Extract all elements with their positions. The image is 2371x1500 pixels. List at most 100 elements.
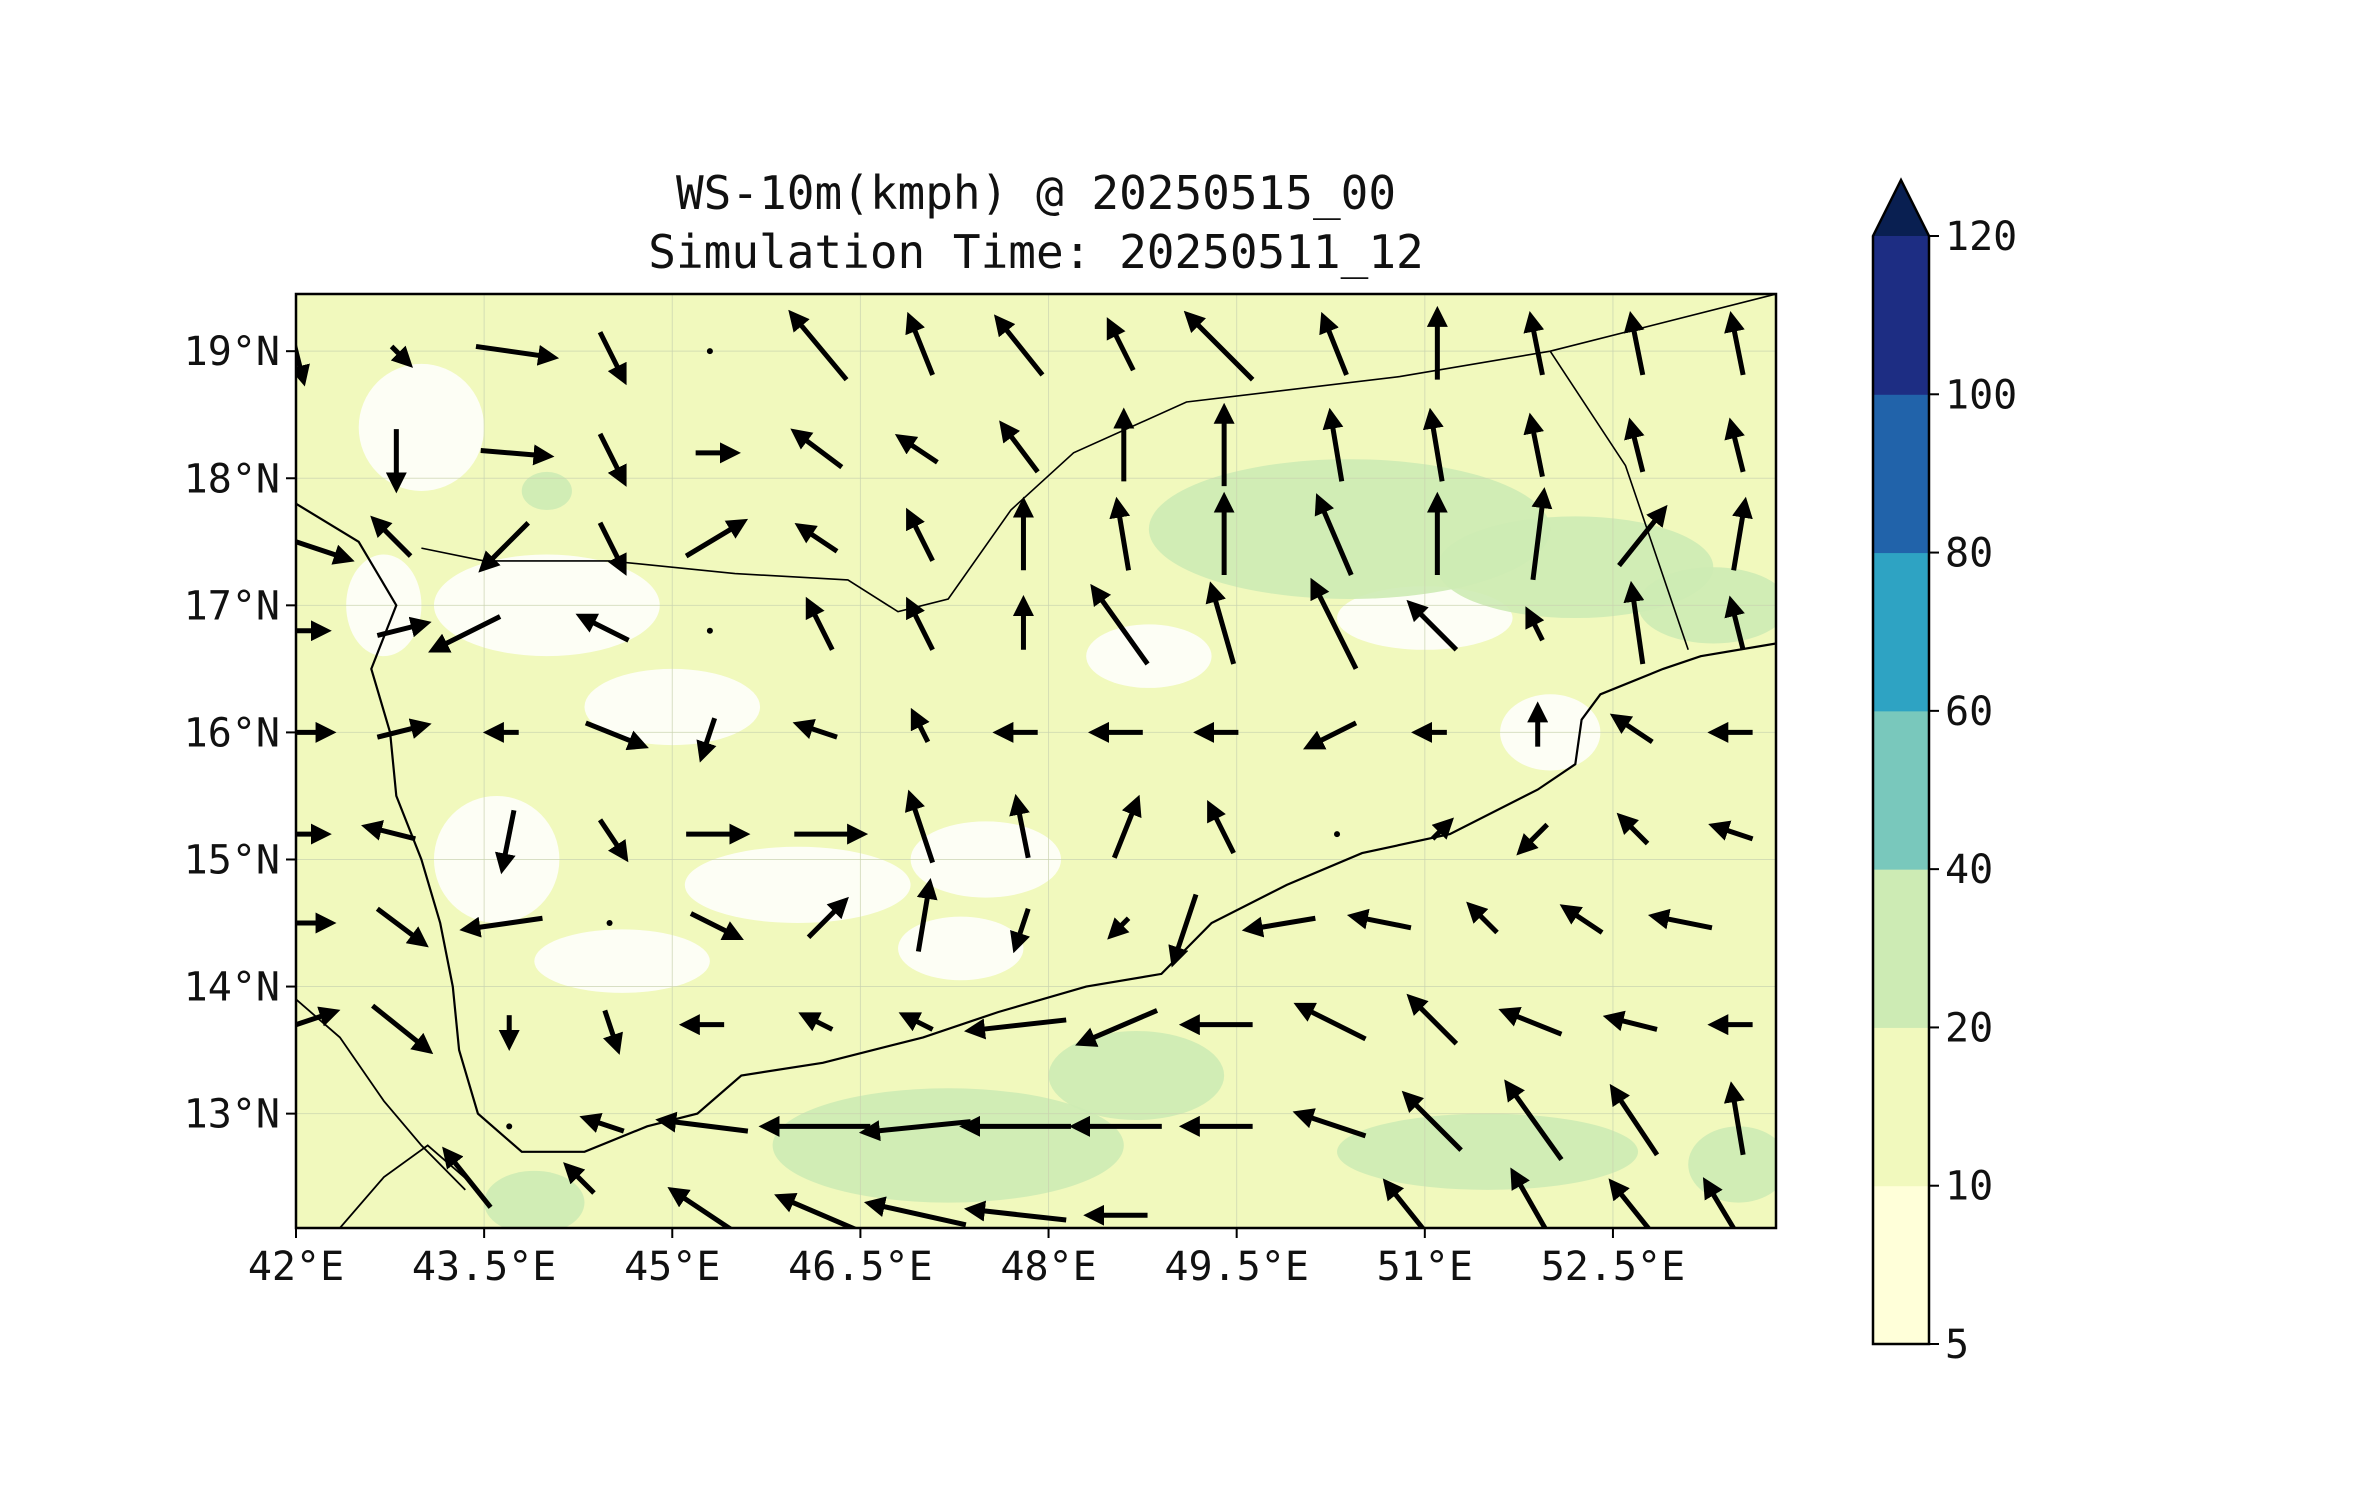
wind-vector — [428, 614, 502, 653]
windy-patch — [1688, 1126, 1776, 1203]
eritrea-coastline — [296, 998, 466, 1191]
wind-vector — [1724, 310, 1746, 376]
colorbar-segment — [1873, 394, 1929, 554]
wind-vector — [904, 789, 935, 864]
calm-patch — [684, 846, 911, 924]
wind-vector — [1205, 581, 1237, 665]
wind-vector — [1602, 1010, 1658, 1032]
wind-vector — [1504, 1079, 1564, 1162]
wind-vector — [506, 1123, 513, 1130]
calm-patch — [358, 363, 485, 491]
wind-vector — [1523, 412, 1545, 478]
wind-vector — [1609, 1083, 1660, 1157]
wind-vector — [376, 718, 432, 740]
wind-vector — [1207, 800, 1236, 855]
wind-vector — [375, 906, 429, 948]
wind-vector — [794, 522, 839, 554]
wind-vector — [597, 521, 627, 576]
wind-vector — [1314, 493, 1354, 577]
wind-vector — [475, 343, 560, 366]
wind-vector — [1183, 310, 1255, 382]
colorbar-segment — [1873, 236, 1929, 395]
colorbar-tick-label: 20 — [1945, 1005, 1993, 1051]
wind-vector — [1107, 916, 1131, 940]
wind-vector — [1523, 310, 1545, 376]
x-tick-label: 52.5°E — [1541, 1244, 1686, 1290]
windy-patch — [1048, 1031, 1225, 1120]
wind-vector — [597, 818, 629, 863]
wind-vector — [1466, 901, 1499, 935]
colorbar-tick-label: 40 — [1945, 847, 1993, 893]
plot-subtitle: Simulation Time: 20250511_12 — [648, 225, 1424, 279]
wind-vector — [1510, 1167, 1548, 1228]
wind-vector — [1241, 915, 1316, 938]
wind-vector — [376, 616, 432, 638]
colorbar-outline — [1871, 177, 1931, 1346]
calm-patch — [534, 929, 710, 993]
wind-vector — [389, 344, 413, 368]
x-tick-label: 42°E — [248, 1244, 344, 1290]
wind-vector — [790, 428, 844, 470]
colorbar-segment — [1873, 552, 1929, 712]
windy-patch — [484, 1170, 585, 1228]
wind-vector — [1382, 1178, 1426, 1228]
wind-vector — [1624, 417, 1646, 473]
djibouti-coastline — [339, 1144, 473, 1228]
wind-vector — [584, 720, 649, 751]
wind-vector — [1334, 831, 1341, 838]
calm-patch — [1500, 694, 1601, 771]
plot-title: WS-10m(kmph) @ 20250515_00 — [675, 166, 1397, 220]
windy-patch — [1337, 1113, 1639, 1190]
wind-speed-field — [296, 294, 1776, 1228]
y-tick-label: 15°N — [184, 837, 280, 883]
wind-vector — [1498, 1006, 1563, 1037]
calm-patch — [584, 668, 761, 746]
wind-vector — [999, 420, 1040, 474]
wind-vector — [575, 613, 630, 643]
wind-vector — [905, 311, 935, 376]
wind-vector — [597, 331, 627, 386]
wind-vector — [1319, 311, 1349, 376]
wind-vector — [361, 820, 416, 842]
colorbar-tick-label: 120 — [1945, 214, 2017, 260]
wind-vector — [1530, 487, 1553, 581]
wind-vector — [296, 1006, 341, 1028]
colorbar: 5 10 20 40 60 80 100 120 — [1871, 177, 2017, 1368]
calm-patch — [898, 916, 1024, 981]
wind-vector — [1617, 504, 1668, 568]
x-tick-label: 48°E — [1000, 1244, 1096, 1290]
coastlines-and-borders — [296, 294, 1776, 1228]
wind-vector — [296, 539, 355, 565]
wind-vector — [792, 719, 838, 740]
windy-patch — [1437, 516, 1714, 619]
wind-vector — [706, 627, 713, 634]
wind-vector — [1401, 1090, 1463, 1152]
wind-vector — [1702, 1177, 1737, 1228]
oman-border — [1549, 350, 1689, 651]
wind-vector — [1111, 794, 1142, 859]
calm-patch — [1337, 586, 1513, 650]
wind-vector — [1302, 720, 1358, 750]
wind-vector — [480, 444, 555, 466]
wind-vector — [1075, 1008, 1159, 1047]
wind-vector — [863, 1196, 967, 1228]
wind-vector — [371, 1003, 434, 1055]
calm-patch — [433, 795, 560, 924]
wind-vector — [788, 309, 849, 382]
wind-vector — [1310, 577, 1359, 670]
wind-vector — [1616, 812, 1650, 846]
wind-vector — [1708, 820, 1754, 842]
wind-vector — [1090, 583, 1150, 666]
wind-vector — [858, 1119, 971, 1142]
wind-vector — [1609, 713, 1654, 744]
wind-vector — [1647, 908, 1713, 931]
y-tick-label: 13°N — [184, 1092, 280, 1138]
colorbar-segment — [1873, 1185, 1929, 1345]
wind-vector — [1516, 822, 1549, 856]
colorbar-segment — [1873, 1027, 1929, 1187]
wind-vector — [563, 1162, 596, 1195]
wind-vector — [1608, 1178, 1652, 1228]
y-tick-label: 18°N — [184, 456, 280, 502]
wind-vector — [915, 877, 938, 952]
